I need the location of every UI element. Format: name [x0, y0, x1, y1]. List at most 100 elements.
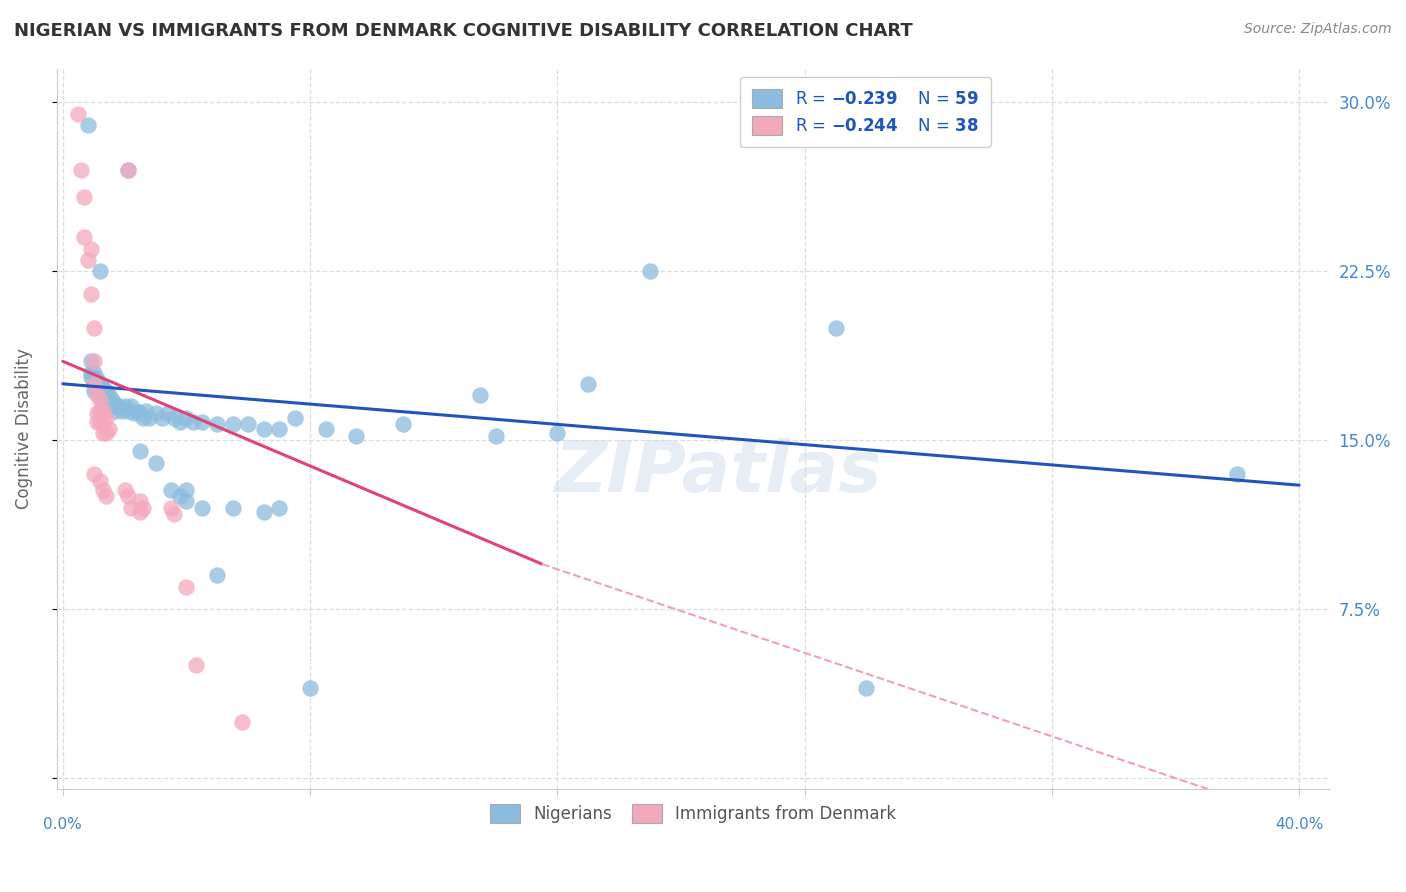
Point: [89, 264, 111, 278]
Point: [114, 483, 136, 497]
Point: [231, 714, 253, 729]
Point: [89, 388, 111, 402]
Point: [70, 162, 93, 177]
Point: [98, 400, 121, 414]
Point: [79, 242, 101, 256]
Point: [238, 417, 260, 432]
Point: [94, 392, 117, 407]
Point: [89, 376, 111, 391]
Point: [79, 286, 101, 301]
Point: [122, 406, 145, 420]
Point: [79, 370, 101, 384]
Point: [86, 388, 108, 402]
Point: [73, 230, 96, 244]
Point: [184, 658, 207, 673]
Point: [83, 372, 105, 386]
Point: [98, 422, 121, 436]
Point: [120, 400, 142, 414]
Point: [83, 320, 105, 334]
Point: [145, 406, 167, 420]
Point: [181, 415, 204, 429]
Point: [104, 404, 127, 418]
Point: [91, 404, 114, 418]
Point: [191, 415, 214, 429]
Point: [546, 426, 568, 441]
Point: [83, 354, 105, 368]
Point: [253, 505, 276, 519]
Point: [176, 494, 198, 508]
Point: [91, 381, 114, 395]
Point: [76, 118, 98, 132]
Point: [83, 467, 105, 481]
Point: [824, 320, 846, 334]
Point: [145, 456, 167, 470]
Point: [94, 426, 117, 441]
Point: [169, 415, 191, 429]
Point: [83, 366, 105, 380]
Point: [117, 490, 139, 504]
Point: [222, 500, 245, 515]
Point: [129, 406, 152, 420]
Text: ZIPatlas: ZIPatlas: [555, 438, 883, 507]
Point: [160, 483, 183, 497]
Point: [129, 494, 152, 508]
Point: [638, 264, 661, 278]
Y-axis label: Cognitive Disability: Cognitive Disability: [15, 349, 32, 509]
Point: [125, 404, 148, 418]
Point: [176, 580, 198, 594]
Point: [114, 400, 136, 414]
Point: [129, 444, 152, 458]
Point: [89, 404, 111, 418]
Point: [163, 508, 186, 522]
Point: [83, 376, 105, 391]
Point: [76, 252, 98, 267]
Point: [86, 406, 108, 420]
Point: [156, 406, 179, 420]
Legend: Nigerians, Immigrants from Denmark: Nigerians, Immigrants from Denmark: [478, 792, 908, 835]
Text: 0.0%: 0.0%: [44, 817, 82, 832]
Point: [91, 483, 114, 497]
Point: [89, 415, 111, 429]
Point: [391, 417, 413, 432]
Point: [86, 415, 108, 429]
Point: [86, 384, 108, 398]
Point: [169, 490, 191, 504]
Point: [191, 500, 214, 515]
Point: [284, 410, 307, 425]
Point: [269, 500, 291, 515]
Point: [89, 392, 111, 407]
Point: [79, 366, 101, 380]
Text: NIGERIAN VS IMMIGRANTS FROM DENMARK COGNITIVE DISABILITY CORRELATION CHART: NIGERIAN VS IMMIGRANTS FROM DENMARK COGN…: [14, 22, 912, 40]
Point: [132, 410, 155, 425]
Point: [576, 376, 599, 391]
Point: [269, 422, 291, 436]
Point: [86, 372, 108, 386]
Point: [91, 415, 114, 429]
Point: [117, 162, 139, 177]
Point: [101, 392, 124, 407]
Point: [91, 392, 114, 407]
Point: [1226, 467, 1249, 481]
Point: [176, 483, 198, 497]
Point: [86, 376, 108, 391]
Point: [315, 422, 337, 436]
Point: [91, 426, 114, 441]
Point: [160, 500, 183, 515]
Point: [117, 404, 139, 418]
Point: [98, 392, 121, 407]
Point: [91, 388, 114, 402]
Point: [484, 428, 506, 442]
Point: [73, 190, 96, 204]
Point: [207, 417, 229, 432]
Point: [98, 388, 121, 402]
Point: [253, 422, 276, 436]
Point: [94, 384, 117, 398]
Text: 40.0%: 40.0%: [1275, 817, 1323, 832]
Point: [83, 384, 105, 398]
Point: [150, 410, 173, 425]
Point: [101, 400, 124, 414]
Point: [89, 384, 111, 398]
Point: [94, 490, 117, 504]
Point: [94, 388, 117, 402]
Point: [207, 568, 229, 582]
